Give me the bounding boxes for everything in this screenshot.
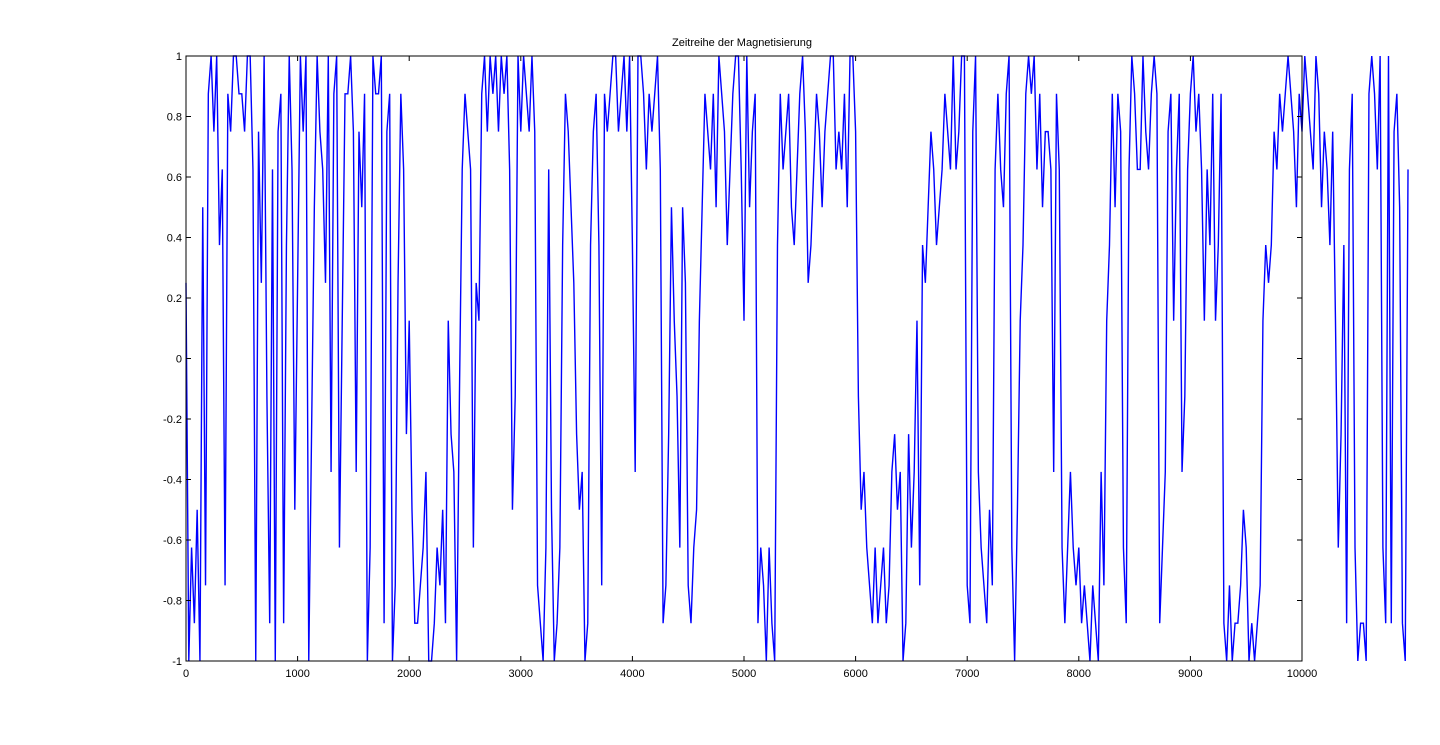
y-tick-label: -0.4 bbox=[163, 475, 182, 487]
x-tick-label: 4000 bbox=[620, 668, 644, 680]
y-tick-label: -0.6 bbox=[163, 535, 182, 547]
y-tick-label: 0.2 bbox=[167, 293, 182, 305]
chart-title: Zeitreihe der Magnetisierung bbox=[672, 37, 812, 49]
x-tick-label: 0 bbox=[183, 668, 189, 680]
x-tick-label: 9000 bbox=[1178, 668, 1202, 680]
series-line-0 bbox=[185, 55, 1409, 662]
y-tick-label: 0.6 bbox=[167, 172, 182, 184]
y-tick-label: 1 bbox=[176, 51, 182, 63]
x-tick-label: 5000 bbox=[732, 668, 756, 680]
x-tick-label: 2000 bbox=[397, 668, 421, 680]
plot-area bbox=[185, 55, 1409, 662]
x-tick-label: 8000 bbox=[1067, 668, 1091, 680]
y-axis: -1 -0.8 -0.6 -0.4 -0.2 0 0.2 0.4 0.6 0.8 1 bbox=[163, 51, 1302, 668]
y-tick-label: -1 bbox=[172, 656, 182, 668]
y-tick-label: 0.4 bbox=[167, 233, 182, 245]
y-tick-label: -0.2 bbox=[163, 414, 182, 426]
y-tick-label: 0 bbox=[176, 354, 182, 366]
x-tick-label: 6000 bbox=[843, 668, 867, 680]
x-tick-label: 1000 bbox=[285, 668, 309, 680]
x-tick-label: 3000 bbox=[509, 668, 533, 680]
y-tick-label: 0.8 bbox=[167, 112, 182, 124]
y-tick-label: -0.8 bbox=[163, 596, 182, 608]
x-tick-label: 10000 bbox=[1287, 668, 1318, 680]
x-tick-label: 7000 bbox=[955, 668, 979, 680]
x-axis: 0 1000 2000 3000 4000 5000 6000 7000 8000 9000 100… bbox=[183, 56, 1317, 680]
